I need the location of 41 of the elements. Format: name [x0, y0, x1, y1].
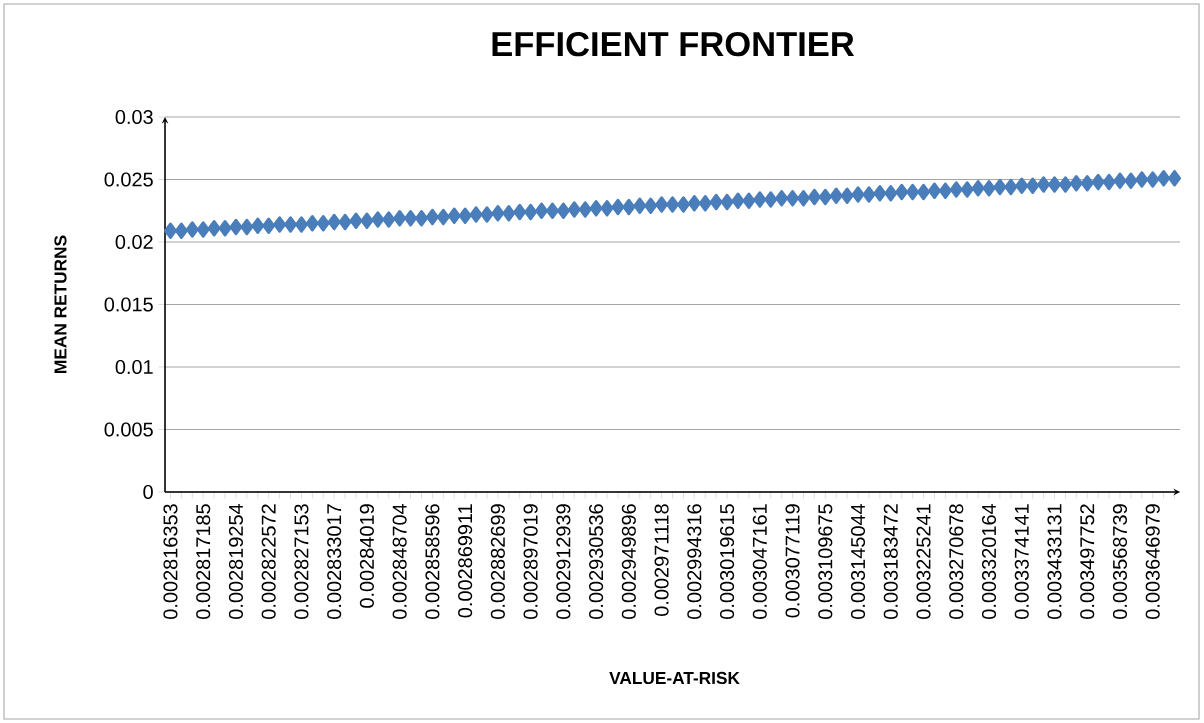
x-tick-label: 0.003568739 [1112, 504, 1128, 619]
x-tick-label: 0.003183472 [883, 504, 898, 619]
x-tick-label: 0.003047161 [752, 504, 767, 619]
x-tick-label: 0.003646979 [1145, 504, 1160, 619]
x-tick-label: 0.00284019 [359, 504, 374, 608]
y-tick-label: 0.02 [115, 234, 153, 250]
x-tick-label: 0.002822572 [261, 504, 276, 619]
x-tick-label: 0.003270678 [949, 504, 964, 619]
y-tick-label: 0.025 [104, 172, 153, 187]
x-tick-label: 0.002817185 [196, 504, 211, 619]
x-tick-label: 0.002897019 [523, 504, 538, 619]
x-tick-label: 0.003320164 [981, 503, 997, 619]
x-tick-label: 0.002848704 [392, 503, 407, 619]
x-tick-label: 0.002833017 [327, 504, 342, 619]
y-tick-label: 0.03 [115, 109, 153, 125]
x-tick-label: 0.002912939 [556, 504, 571, 619]
x-tick-label: 0.003145044 [850, 503, 866, 619]
y-tick-label: 0.01 [115, 359, 153, 375]
x-tick-label: 0.002819254 [228, 503, 243, 619]
x-tick-label: 0.002882699 [490, 504, 505, 619]
x-tick-label: 0.002858596 [425, 504, 440, 619]
x-tick-label: 0.002971118 [654, 504, 669, 616]
x-tick-label: 0.002816353 [163, 504, 178, 619]
y-tick-label: 0 [143, 484, 153, 500]
y-axis-title: MEAN RETURNS [54, 235, 67, 373]
x-tick-label: 0.003225241 [916, 504, 931, 619]
x-tick-label: 0.002930536 [589, 504, 604, 619]
x-tick-label: 0.003109675 [818, 504, 833, 619]
x-axis-title: VALUE-AT-RISK [609, 671, 740, 685]
x-tick-label: 0.002949896 [621, 504, 636, 619]
x-tick-label: 0.003077119 [785, 504, 800, 618]
x-tick-label: 0.003497752 [1080, 504, 1095, 619]
chart-title: EFFICIENT FRONTIER [492, 31, 855, 57]
x-tick-label: 0.002827153 [294, 504, 309, 619]
x-tick-label: 0.002869911 [458, 504, 473, 618]
x-tick-label: 0.003019615 [720, 504, 735, 619]
x-tick-label: 0.003433131 [1047, 504, 1062, 619]
x-tick-label: 0.003374141 [1014, 504, 1029, 619]
y-tick-label: 0.015 [104, 297, 153, 312]
x-tick-label: 0.002994316 [687, 504, 702, 619]
y-tick-label: 0.005 [104, 422, 153, 437]
